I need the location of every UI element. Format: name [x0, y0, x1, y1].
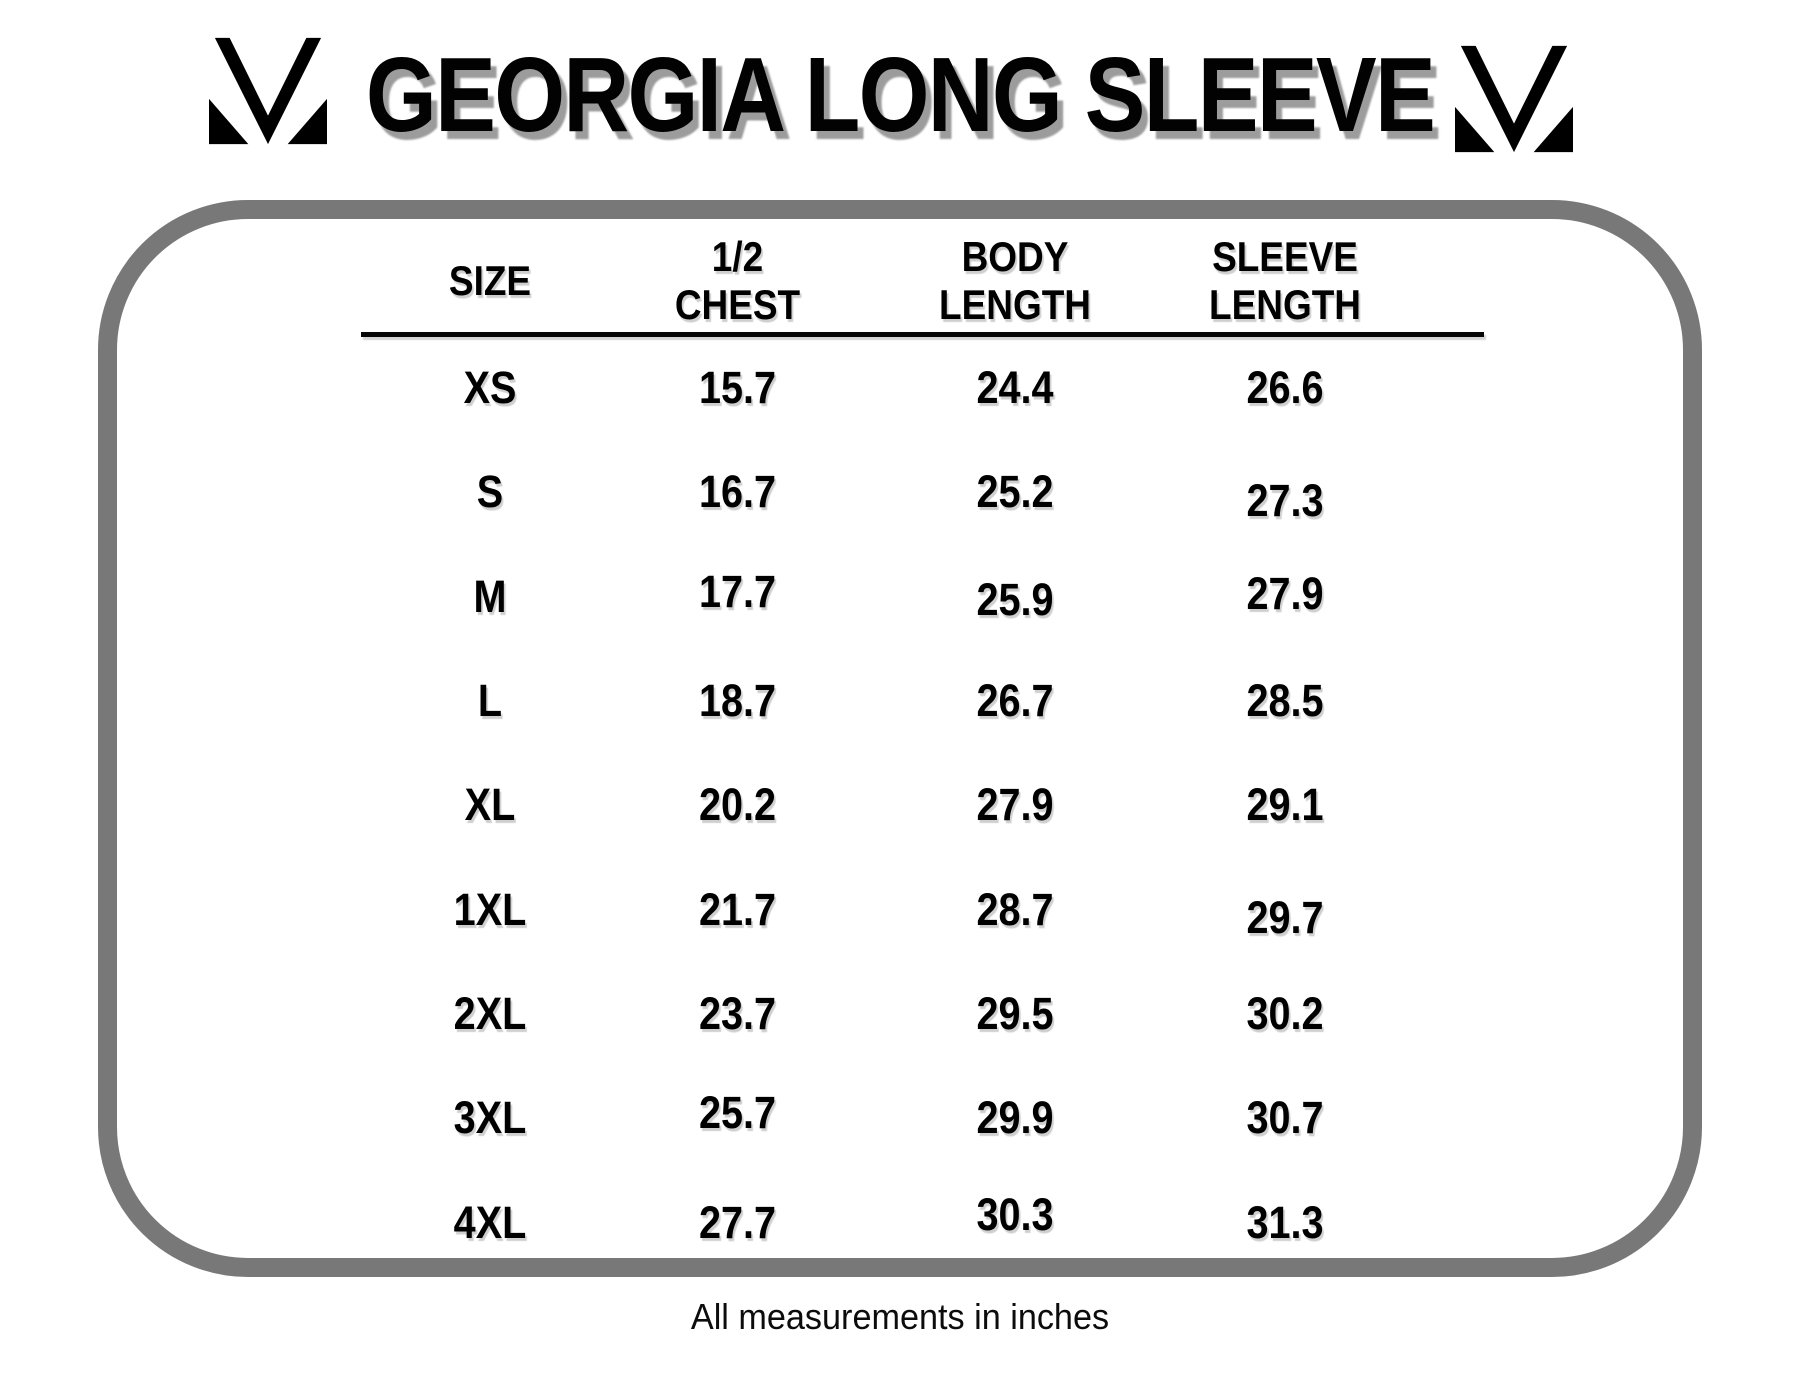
table-row-3xl: 3XL 25.7 29.9 30.7 [330, 1066, 1365, 1170]
body-length-value: 27.9 [976, 779, 1054, 831]
table-row-1xl: 1XL 21.7 28.7 29.7 [330, 857, 1365, 961]
table-row-s: S 16.7 25.2 27.3 [330, 440, 1365, 544]
table-body: XS 15.7 24.4 26.6 S 16.7 25.2 27.3 M 17.… [330, 336, 1365, 1275]
body-length-value: 29.5 [976, 987, 1054, 1039]
body-length-value: 25.9 [976, 573, 1054, 625]
table-row-2xl: 2XL 23.7 29.5 30.2 [330, 962, 1365, 1066]
header-divider-line [361, 332, 1484, 337]
column-header-sleeve-length: SLEEVE LENGTH [1209, 232, 1361, 328]
body-length-value: 30.3 [976, 1188, 1054, 1240]
half-chest-value: 23.7 [698, 987, 777, 1039]
size-chart-panel: SIZE 1/2 CHEST BODY LENGTH SLEEVE LENGTH… [98, 200, 1702, 1277]
half-chest-value: 20.2 [698, 779, 777, 831]
column-header-half-chest: 1/2 CHEST [674, 232, 801, 328]
sleeve-length-value: 27.9 [1246, 567, 1324, 619]
size-value: 1XL [453, 883, 527, 935]
half-chest-value: 17.7 [698, 565, 777, 617]
size-value: 4XL [453, 1196, 527, 1248]
size-value: L [477, 675, 503, 727]
table-header-row: SIZE 1/2 CHEST BODY LENGTH SLEEVE LENGTH [330, 229, 1365, 333]
table-row-xl: XL 20.2 27.9 29.1 [330, 753, 1365, 857]
sleeve-length-value: 29.7 [1246, 891, 1324, 943]
half-chest-value: 15.7 [698, 362, 777, 414]
sleeve-length-value: 26.6 [1246, 362, 1324, 414]
body-length-value: 25.2 [976, 466, 1054, 518]
body-length-value: 28.7 [976, 883, 1054, 935]
table-row-l: L 18.7 26.7 28.5 [330, 649, 1365, 753]
half-chest-value: 21.7 [698, 883, 777, 935]
size-value: XS [463, 362, 517, 414]
table-row-m: M 17.7 25.9 27.9 [330, 545, 1365, 649]
half-chest-value: 25.7 [698, 1087, 777, 1139]
table-row-xs: XS 15.7 24.4 26.6 [330, 336, 1365, 440]
table-row-4xl: 4XL 27.7 30.3 31.3 [330, 1170, 1365, 1274]
footer-note: All measurements in inches [690, 1296, 1110, 1337]
column-header-size: SIZE [448, 256, 532, 304]
size-value: 3XL [453, 1092, 527, 1144]
size-value: S [476, 466, 504, 518]
size-value: M [473, 570, 507, 622]
sleeve-length-value: 31.3 [1246, 1196, 1324, 1248]
body-length-value: 26.7 [976, 675, 1054, 727]
size-value: XL [464, 779, 516, 831]
sleeve-length-value: 29.1 [1246, 779, 1324, 831]
m-check-monogram-icon [209, 37, 327, 145]
sleeve-length-value: 30.2 [1246, 987, 1324, 1039]
sleeve-length-value: 27.3 [1246, 475, 1324, 527]
column-header-body-length: BODY LENGTH [939, 232, 1091, 328]
body-length-value: 24.4 [976, 362, 1054, 414]
half-chest-value: 27.7 [698, 1196, 777, 1248]
size-value: 2XL [453, 987, 527, 1039]
sleeve-length-value: 30.7 [1246, 1092, 1324, 1144]
half-chest-value: 18.7 [698, 675, 777, 727]
m-check-monogram-icon [1455, 45, 1573, 153]
sleeve-length-value: 28.5 [1246, 675, 1324, 727]
body-length-value: 29.9 [976, 1092, 1054, 1144]
half-chest-value: 16.7 [698, 466, 777, 518]
page-title: GEORGIA LONG SLEEVE [365, 36, 1436, 154]
